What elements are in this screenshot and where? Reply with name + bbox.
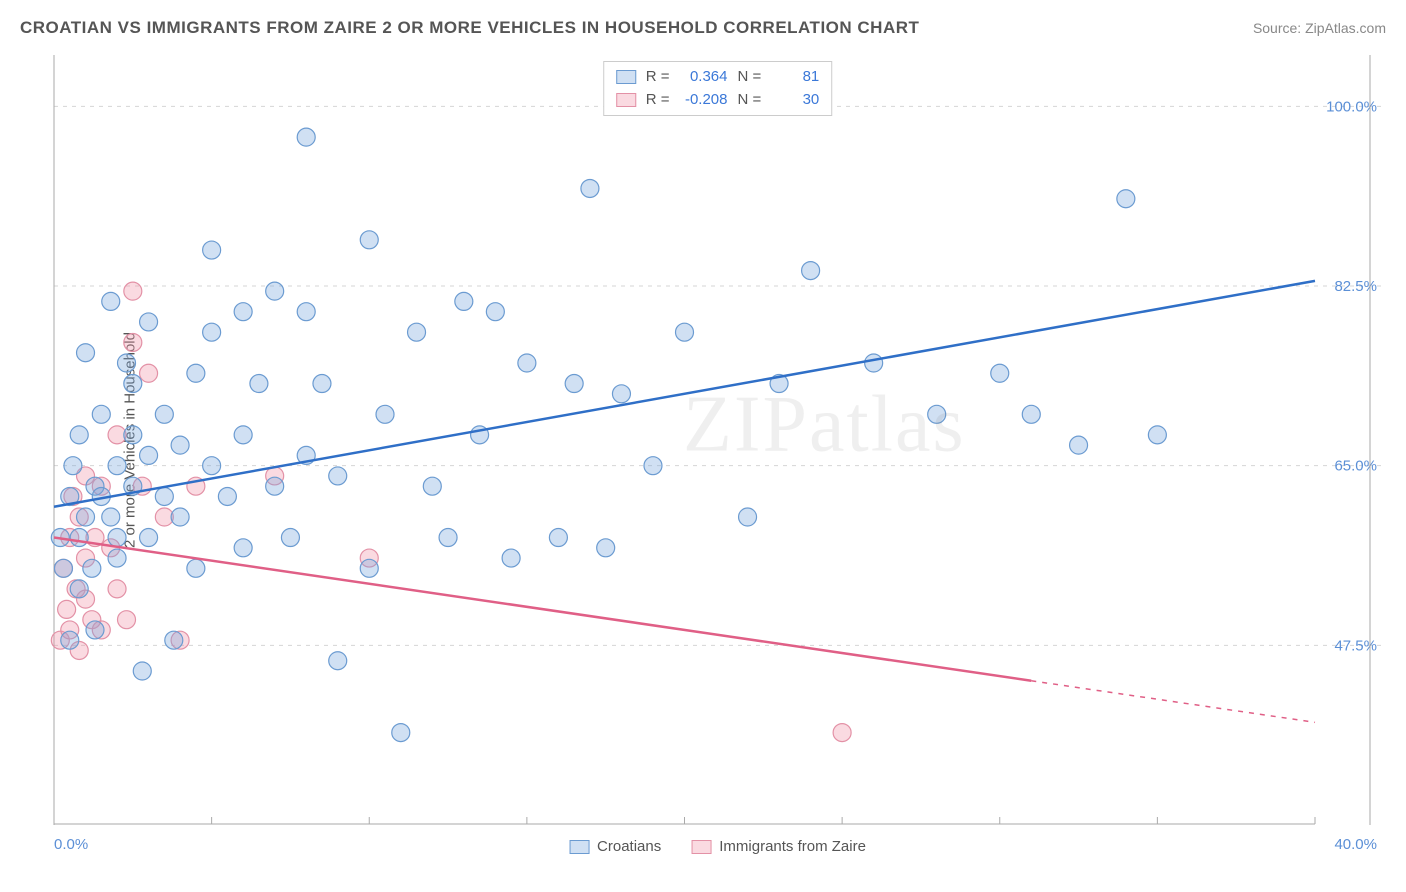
svg-text:100.0%: 100.0% [1326, 98, 1377, 115]
r-label: R = [646, 66, 670, 89]
n-value-1: 81 [771, 66, 819, 89]
svg-text:65.0%: 65.0% [1334, 458, 1377, 475]
legend-swatch-croatians [616, 70, 636, 84]
svg-text:82.5%: 82.5% [1334, 278, 1377, 295]
n-value-2: 30 [771, 89, 819, 112]
legend-series: Croatians Immigrants from Zaire [569, 838, 866, 855]
legend-swatch-croatians [569, 840, 589, 854]
legend-label-zaire: Immigrants from Zaire [719, 838, 866, 855]
chart-title: CROATIAN VS IMMIGRANTS FROM ZAIRE 2 OR M… [20, 18, 919, 38]
n-label: N = [738, 89, 762, 112]
r-value-1: 0.364 [680, 66, 728, 89]
scatter-plot: 47.5% 65.0% 82.5% 100.0% [50, 55, 1385, 825]
legend-swatch-zaire [691, 840, 711, 854]
svg-text:47.5%: 47.5% [1334, 637, 1377, 654]
legend-correlation: R = 0.364 N = 81 R = -0.208 N = 30 [603, 61, 833, 116]
chart-area: 2 or more Vehicles in Household ZIPatlas… [50, 55, 1385, 825]
legend-swatch-zaire [616, 93, 636, 107]
x-tick-min: 0.0% [54, 836, 88, 853]
n-label: N = [738, 66, 762, 89]
r-label: R = [646, 89, 670, 112]
r-value-2: -0.208 [680, 89, 728, 112]
legend-label-croatians: Croatians [597, 838, 661, 855]
x-tick-max: 40.0% [1334, 836, 1377, 853]
source-label: Source: ZipAtlas.com [1253, 20, 1386, 36]
